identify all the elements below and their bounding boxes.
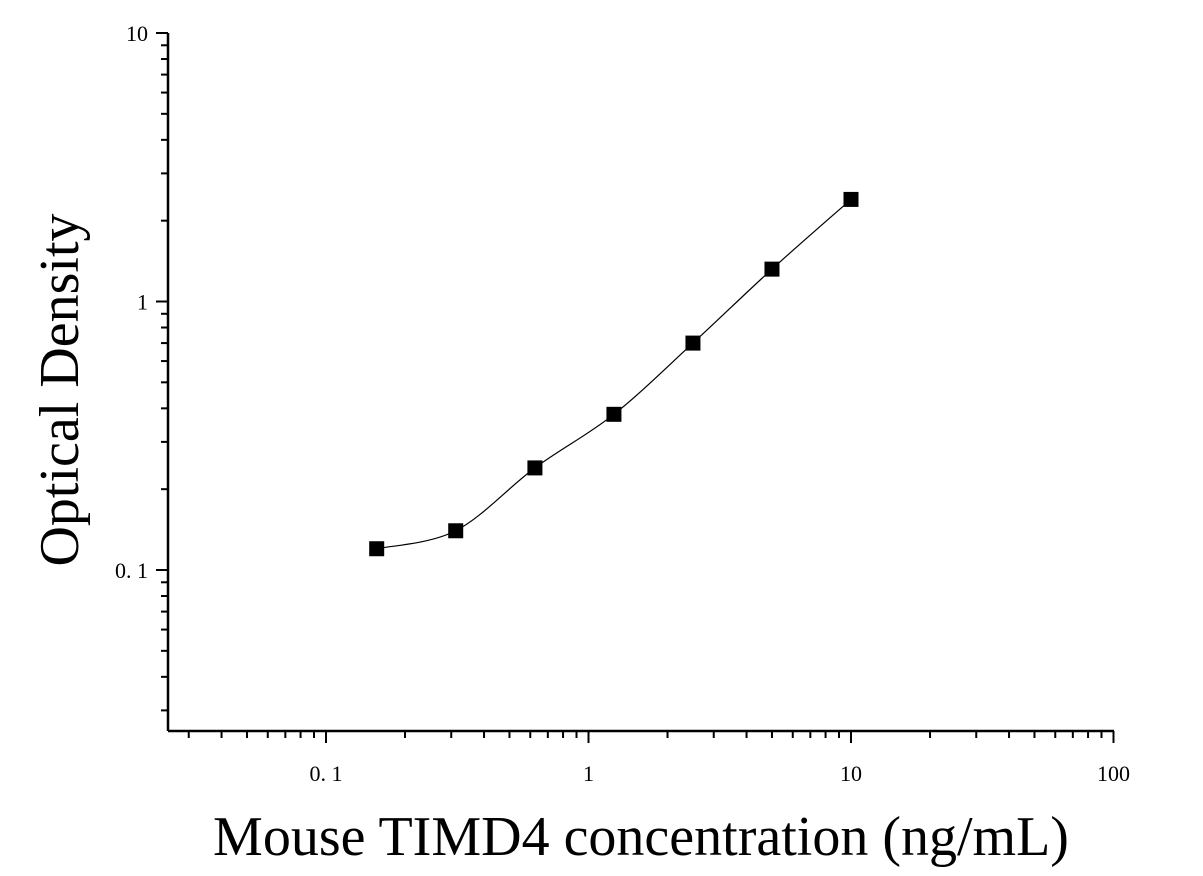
fit-curve [376, 198, 852, 550]
axes [166, 33, 1114, 733]
data-point [448, 523, 464, 539]
x-tick-label: 100 [1097, 761, 1130, 786]
y-tick-label: 0. 1 [115, 558, 148, 583]
data-point [685, 335, 701, 351]
x-tick-label: 10 [840, 761, 862, 786]
x-tick-label: 1 [583, 761, 594, 786]
y-axis-title: Optical Density [29, 213, 91, 566]
x-axis-title: Mouse TIMD4 concentration (ng/mL) [213, 806, 1069, 868]
y-axis-ticks: 0. 1 1 10 [115, 21, 168, 712]
data-points [369, 191, 859, 557]
x-axis-ticks: 0. 1 1 10 100 [187, 731, 1130, 786]
data-point [369, 541, 385, 557]
data-point [606, 406, 622, 422]
y-tick-label: 1 [137, 290, 148, 315]
y-tick-label: 10 [126, 21, 148, 46]
data-point [843, 191, 859, 207]
data-point [764, 261, 780, 277]
data-point [527, 460, 543, 476]
x-tick-label: 0. 1 [310, 761, 343, 786]
